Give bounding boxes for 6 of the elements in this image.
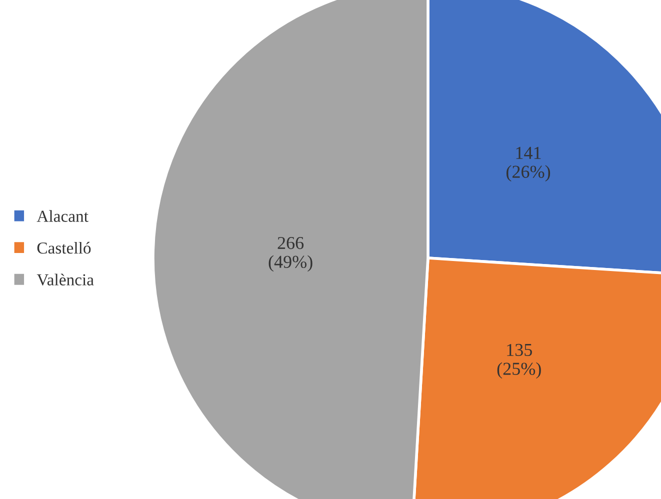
data-label: 266 (49%) [268,236,312,272]
legend-label: Alacant [36,210,88,222]
data-label: 135 (25%) [497,344,541,379]
data-label: 141 (26%) [506,146,550,182]
legend-label: Castelló [37,242,91,254]
legend-label: València [36,274,94,286]
